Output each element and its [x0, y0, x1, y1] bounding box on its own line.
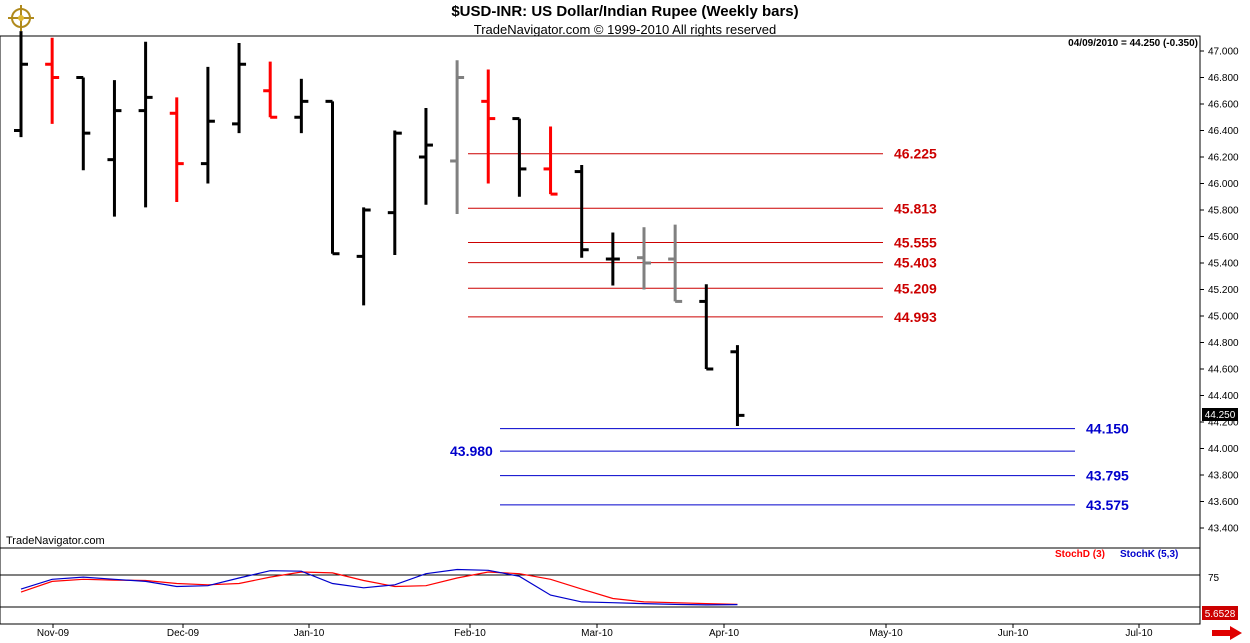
time-tick-label: Mar-10: [581, 628, 613, 639]
time-tick-label: Jul-10: [1125, 628, 1153, 639]
price-tick-label: 45.800: [1208, 206, 1239, 217]
ohlc-bar: [169, 97, 184, 203]
price-tick-label: 46.800: [1208, 73, 1239, 84]
resistance-label: 45.813: [894, 200, 937, 216]
ohlc-bar: [325, 99, 340, 256]
ohlc-bar: [574, 164, 589, 258]
stoch-tick-75: 75: [1208, 573, 1220, 584]
ohlc-bar: [76, 76, 91, 171]
price-tick-label: 46.600: [1208, 100, 1239, 111]
stochastic-panel: [0, 568, 1200, 608]
watermark: TradeNavigator.com: [6, 535, 105, 547]
stoch-last-value-box: [1202, 606, 1238, 620]
trade-navigator-logo-icon[interactable]: [4, 2, 38, 32]
ohlc-bar: [356, 207, 371, 306]
price-tick-label: 44.000: [1208, 444, 1239, 455]
fib-levels: 46.225 45.813 45.555 45.403 45.209 44.993 44.1…: [450, 146, 1129, 513]
price-tick-label: 46.400: [1208, 126, 1239, 137]
resistance-label: 46.225: [894, 146, 937, 162]
price-tick-label: 43.800: [1208, 471, 1239, 482]
price-tick-label: 44.200: [1208, 418, 1239, 429]
time-axis: Nov-09 Dec-09 Jan-10 Feb-10 Mar-10 Apr-10 May-…: [37, 624, 1153, 639]
price-tick-label: 45.200: [1208, 285, 1239, 296]
stochk-line: [20, 568, 738, 606]
time-tick-label: Dec-09: [167, 628, 200, 639]
support-label: 43.980: [450, 443, 493, 459]
price-tick-label: 44.600: [1208, 365, 1239, 376]
ohlc-bar: [637, 227, 651, 290]
price-tick-label: 45.000: [1208, 312, 1239, 323]
support-label: 44.150: [1086, 421, 1129, 437]
ohlc-bar: [138, 41, 153, 208]
time-tick-label: Jun-10: [998, 628, 1029, 639]
ohlc-bar: [45, 37, 60, 124]
ohlc-bar: [107, 80, 122, 217]
price-axis: 47.000 46.800 46.600 46.400 46.200 46.000 45.8…: [1200, 47, 1239, 535]
stochk-legend: StochK (5,3): [1120, 549, 1179, 560]
support-label: 43.795: [1086, 468, 1129, 484]
ohlc-bar: [263, 61, 278, 119]
price-tick-label: 44.800: [1208, 338, 1239, 349]
ohlc-bars: [14, 31, 745, 426]
price-tick-label: 46.200: [1208, 153, 1239, 164]
price-tick-label: 45.400: [1208, 259, 1239, 270]
main-plot-frame: [0, 35, 1201, 549]
price-tick-label: 43.600: [1208, 497, 1239, 508]
ohlc-bar: [232, 43, 247, 134]
price-tick-label: 44.400: [1208, 391, 1239, 402]
support-label: 43.575: [1086, 497, 1129, 513]
resistance-label: 44.993: [894, 309, 937, 325]
ohlc-bar: [730, 345, 745, 426]
time-tick-label: May-10: [869, 628, 903, 639]
time-tick-label: Feb-10: [454, 628, 486, 639]
price-tick-label: 43.400: [1208, 524, 1239, 535]
time-tick-label: Apr-10: [709, 628, 739, 639]
stoch-last-value-label: 5.6528: [1205, 609, 1236, 620]
resistance-label: 45.403: [894, 255, 937, 271]
price-tick-label: 46.000: [1208, 179, 1239, 190]
time-tick-label: Jan-10: [294, 628, 325, 639]
stochd-legend: StochD (3): [1055, 549, 1105, 560]
ohlc-bar: [481, 69, 496, 184]
stochd-line: [20, 571, 738, 605]
ohlc-bar: [387, 130, 402, 256]
time-tick-label: Nov-09: [37, 628, 70, 639]
ohlc-bar: [200, 66, 215, 184]
ohlc-bar: [543, 126, 558, 196]
price-tick-label: 47.000: [1208, 47, 1239, 58]
ohlc-bar: [294, 78, 309, 134]
ohlc-bar: [605, 232, 620, 286]
chart-subtitle: TradeNavigator.com © 1999-2010 All right…: [473, 22, 777, 37]
ohlc-bar: [512, 117, 527, 197]
resistance-label: 45.209: [894, 280, 937, 296]
last-price-label: 44.250: [1205, 410, 1236, 421]
price-readout: 04/09/2010 = 44.250 (-0.350): [1068, 38, 1198, 49]
ohlc-bar: [668, 224, 683, 303]
chart-title: $USD-INR: US Dollar/Indian Rupee (Weekly…: [451, 3, 799, 20]
ohlc-bar: [14, 31, 28, 138]
last-price-box: [1202, 408, 1238, 421]
ohlc-bar: [699, 284, 714, 371]
scroll-right-arrow-icon[interactable]: [1212, 626, 1242, 640]
ohlc-bar: [418, 107, 433, 205]
price-tick-label: 45.600: [1208, 232, 1239, 243]
ohlc-bar: [450, 60, 465, 214]
resistance-label: 45.555: [894, 234, 937, 250]
